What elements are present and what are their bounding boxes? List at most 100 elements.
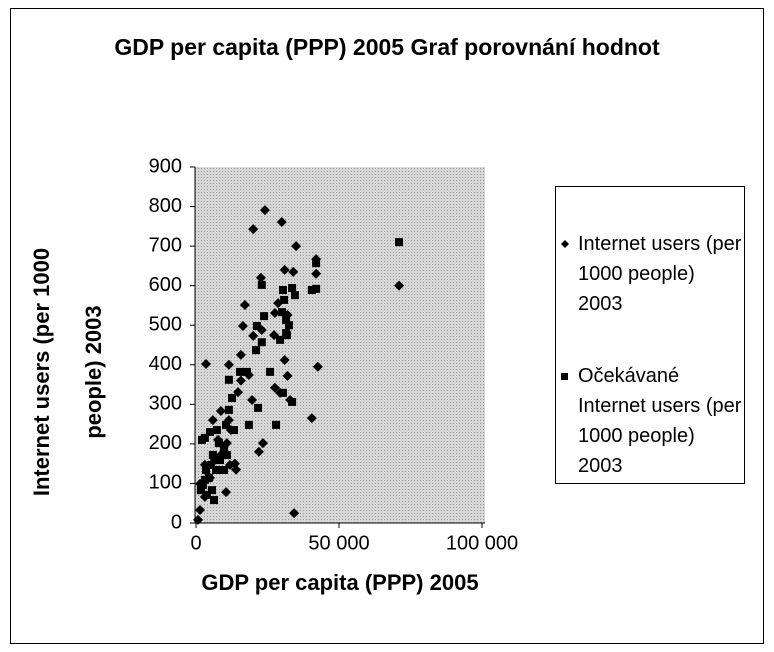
data-point: [222, 450, 231, 459]
data-point: [196, 486, 205, 495]
y-tick-label: 700: [149, 234, 182, 256]
legend-markers: [561, 240, 569, 380]
data-point: [206, 428, 215, 437]
data-point: [307, 286, 316, 295]
data-point: [290, 291, 299, 300]
data-point: [210, 496, 219, 505]
data-point: [201, 358, 212, 369]
data-point: [278, 308, 287, 317]
data-point: [230, 426, 239, 435]
data-point: [247, 394, 258, 405]
data-point: [204, 473, 213, 482]
data-point: [395, 238, 404, 247]
data-point: [220, 443, 229, 452]
data-point: [254, 403, 263, 412]
data-point: [220, 465, 229, 474]
data-point: [208, 450, 217, 459]
data-point: [222, 420, 231, 429]
data-point: [282, 316, 291, 325]
legend-label: Internet users (per 1000 people) 2003: [578, 233, 742, 315]
data-point: [216, 456, 225, 465]
legend-label: Očekávané Internet users (per 1000 peopl…: [578, 365, 742, 477]
data-point: [312, 259, 321, 268]
data-point: [198, 481, 207, 490]
data-point: [280, 295, 289, 304]
y-tick-label: 300: [149, 393, 182, 415]
data-point: [235, 375, 246, 386]
legend: Internet users (per 1000 people) 2003 Oč…: [555, 186, 745, 484]
data-point: [212, 426, 221, 435]
data-point: [193, 514, 204, 525]
data-point: [282, 370, 293, 381]
data-point: [221, 487, 232, 498]
data-point: [266, 367, 275, 376]
y-tick-label: 800: [149, 195, 182, 217]
data-point: [228, 394, 237, 403]
data-point: [252, 346, 261, 355]
data-point: [207, 415, 218, 426]
data-point: [253, 446, 264, 457]
y-tick-label: 100: [149, 472, 182, 494]
y-axis-label: Internet users (per 1000 people) 2003: [29, 247, 106, 497]
data-point: [252, 322, 261, 331]
x-axis-label: GDP per capita (PPP) 2005: [201, 570, 479, 595]
chart-frame: [10, 8, 764, 644]
x-tick-label: 50 000: [308, 532, 369, 554]
data-point: [260, 312, 269, 321]
data-point: [237, 321, 248, 332]
data-point: [259, 205, 270, 216]
data-point: [212, 465, 221, 474]
data-point: [202, 490, 211, 499]
data-point: [236, 367, 245, 376]
data-point: [282, 329, 291, 338]
y-tick-label: 500: [149, 314, 182, 336]
data-point: [306, 413, 317, 424]
data-point: [235, 349, 246, 360]
data-point: [257, 438, 268, 449]
data-point: [269, 382, 280, 393]
legend-marker: [561, 373, 568, 380]
data-point: [278, 388, 287, 397]
data-point: [242, 367, 251, 376]
y-tick-label: 900: [149, 155, 182, 177]
data-point: [248, 224, 259, 235]
y-tick-label: 0: [171, 511, 182, 533]
data-point: [231, 464, 242, 475]
data-point: [394, 280, 405, 291]
y-tick-label: 200: [149, 432, 182, 454]
data-point: [202, 465, 211, 474]
data-point: [257, 338, 266, 347]
data-point: [284, 321, 293, 330]
data-point: [224, 405, 233, 414]
data-point: [276, 216, 287, 227]
data-point: [200, 475, 209, 484]
plot-area: [195, 167, 485, 523]
data-point: [269, 307, 280, 318]
chart-title: GDP per capita (PPP) 2005 Graf porovnání…: [114, 34, 660, 60]
y-tick-label: 600: [149, 274, 182, 296]
data-point: [311, 268, 322, 279]
x-tick-label: 0: [190, 532, 201, 554]
data-point: [215, 406, 226, 417]
data-point: [257, 280, 266, 289]
data-point: [214, 439, 223, 448]
data-point: [289, 508, 300, 519]
data-point: [279, 355, 290, 366]
data-point: [312, 361, 323, 372]
data-point: [239, 300, 250, 311]
data-point: [312, 284, 321, 293]
x-tick-label: 100 000: [446, 532, 518, 554]
data-point: [224, 375, 233, 384]
data-point: [288, 284, 297, 293]
data-point: [276, 335, 285, 344]
data-point: [255, 272, 266, 283]
data-point: [208, 486, 217, 495]
data-point: [195, 504, 206, 515]
data-point: [288, 397, 297, 406]
legend-marker: [561, 240, 569, 248]
data-point: [279, 264, 290, 275]
data-point: [291, 241, 302, 252]
y-tick-label: 400: [149, 353, 182, 375]
data-point: [244, 420, 253, 429]
data-point: [288, 266, 299, 277]
